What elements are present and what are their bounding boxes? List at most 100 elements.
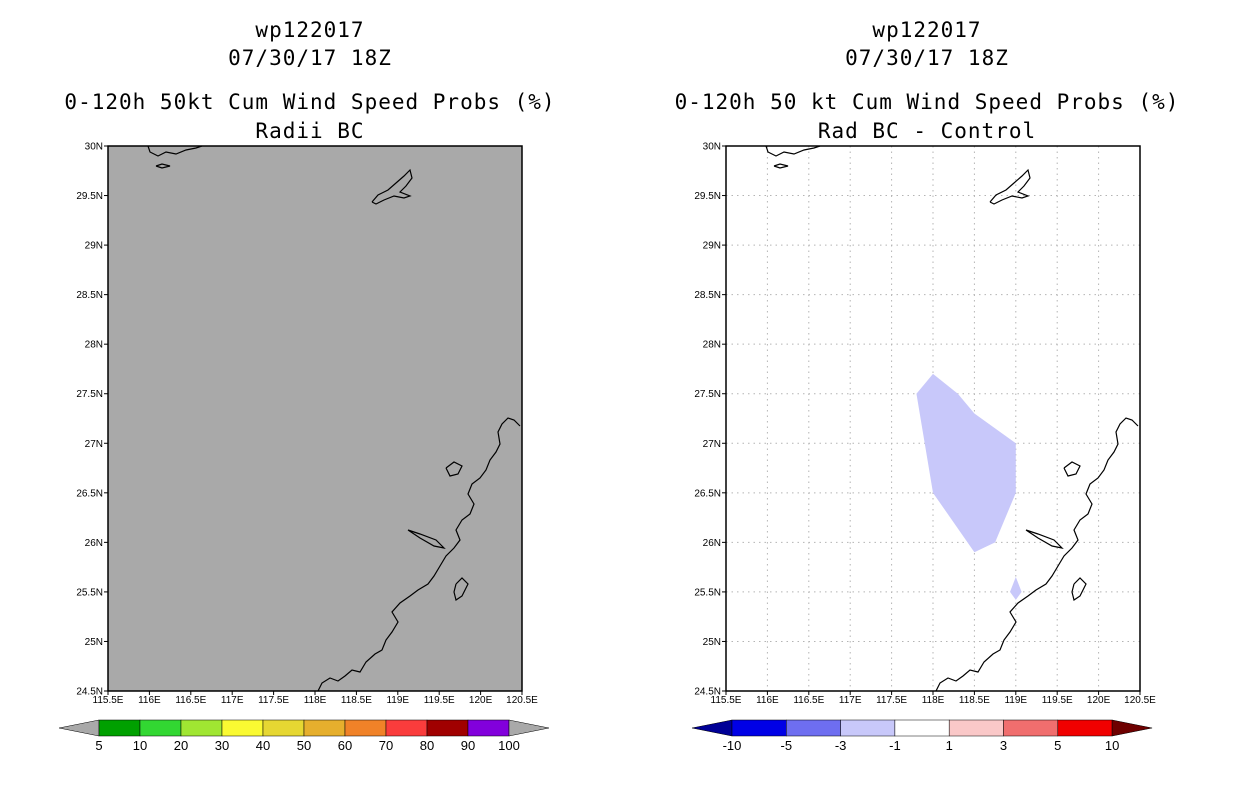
x-tick-label: 118.5E — [341, 695, 372, 706]
legend-label-10: 100 — [498, 738, 520, 753]
legend-label-6: 5 — [1054, 738, 1061, 753]
y-tick-label: 27N — [85, 439, 103, 450]
x-tick-label: 117.5E — [258, 695, 289, 706]
legend-swatch-3 — [894, 719, 950, 737]
coastline-island — [371, 168, 413, 205]
map-background — [108, 146, 522, 691]
y-tick-label: 28.5N — [76, 290, 103, 301]
legend-label-9: 90 — [461, 738, 475, 753]
legend-swatch-0 — [98, 719, 141, 737]
legend-swatch-1 — [786, 719, 841, 737]
coastline-main — [317, 417, 521, 692]
x-tick-label: 120E — [469, 695, 493, 706]
legend-label-2: 20 — [174, 738, 188, 753]
x-tick-label: 120.5E — [506, 695, 538, 706]
right-title-datetime: 07/30/17 18Z — [845, 46, 1009, 70]
y-tick-label: 27.5N — [694, 389, 721, 400]
y-tick-label: 28N — [85, 340, 103, 351]
legend-label-7: 70 — [379, 738, 393, 753]
legend-label-8: 80 — [420, 738, 434, 753]
legend-swatch-5 — [303, 719, 346, 737]
legend-end-arrow — [1111, 719, 1153, 737]
legend-swatch-4 — [262, 719, 305, 737]
x-tick-label: 115.5E — [93, 695, 124, 706]
y-tick-label: 26.5N — [694, 488, 721, 499]
coastline-islet — [773, 163, 789, 169]
y-tick-label: 26.5N — [76, 488, 103, 499]
y-tick-label: 27N — [703, 439, 721, 450]
right-map-chart: 115.5E 116E 116.5E 117E 117.5E 118E 118.5E 119E… — [694, 142, 1156, 707]
coastline-island-south — [453, 577, 469, 601]
legend-swatch-6 — [1057, 719, 1113, 737]
legend-swatch-5 — [1003, 719, 1059, 737]
y-tick-label: 28.5N — [694, 290, 721, 301]
y-tick-label: 25.5N — [76, 587, 103, 598]
left-map-chart: 115.5E 116E 116.5E 117E 117.5E 118E 118.5E 119E… — [76, 142, 538, 707]
legend-label-1: 10 — [133, 738, 147, 753]
y-tick-label: 25N — [85, 637, 103, 648]
coastline-bay — [407, 529, 446, 549]
legend-start-arrow — [58, 719, 100, 737]
left-title-datetime: 07/30/17 18Z — [228, 46, 392, 70]
x-tick-label: 117E — [221, 695, 244, 706]
left-title-subtitle: Radii BC — [255, 119, 365, 143]
x-tick-label: 117E — [839, 695, 862, 706]
y-tick-label: 26N — [703, 538, 721, 549]
x-tick-label: 119.5E — [424, 695, 455, 706]
contour-region-0 — [916, 373, 1016, 553]
coastline-island — [989, 168, 1031, 205]
left-title-storm-id: wp122017 — [255, 18, 365, 42]
x-tick-label: 116E — [138, 695, 161, 706]
left-colorbar-legend: 5 10 20 30 40 50 60 70 80 90 100 — [58, 719, 550, 753]
legend-swatch-0 — [731, 719, 787, 737]
y-tick-label: 26N — [85, 538, 103, 549]
x-tick-label: 118.5E — [959, 695, 990, 706]
right-colorbar-legend: -10 -5 -3 -1 1 3 5 10 — [691, 719, 1153, 753]
coastline-island-mid — [445, 461, 463, 477]
legend-label-6: 60 — [338, 738, 352, 753]
x-tick-label: 116.5E — [175, 695, 206, 706]
legend-swatch-2 — [840, 719, 896, 737]
right-title-product: 0-120h 50 kt Cum Wind Speed Probs (%) — [674, 90, 1180, 114]
y-tick-label: 29.5N — [694, 191, 721, 202]
x-tick-label: 116E — [756, 695, 779, 706]
x-tick-label: 118E — [304, 695, 327, 706]
right-title-storm-id: wp122017 — [872, 18, 982, 42]
legend-swatch-6 — [344, 719, 387, 737]
coastline-top — [147, 145, 203, 157]
legend-label-2: -3 — [835, 738, 847, 753]
coastline-main — [935, 417, 1139, 692]
legend-start-arrow — [691, 719, 733, 737]
left-title-product: 0-120h 50kt Cum Wind Speed Probs (%) — [64, 90, 556, 114]
y-tick-label: 30N — [703, 142, 721, 153]
x-tick-label: 120.5E — [1124, 695, 1156, 706]
x-tick-label: 116.5E — [793, 695, 824, 706]
coastline-bay — [1025, 529, 1064, 549]
legend-label-4: 1 — [946, 738, 953, 753]
y-tick-label: 29.5N — [76, 191, 103, 202]
y-tick-label: 24.5N — [76, 687, 103, 698]
legend-swatch-3 — [221, 719, 264, 737]
legend-label-4: 40 — [256, 738, 270, 753]
coastline-island-south — [1071, 577, 1087, 601]
x-tick-label: 120E — [1087, 695, 1111, 706]
legend-label-0: 5 — [95, 738, 102, 753]
y-tick-label: 28N — [703, 340, 721, 351]
y-tick-label: 30N — [85, 142, 103, 153]
x-tick-label: 119E — [1004, 695, 1027, 706]
legend-label-5: 3 — [1000, 738, 1007, 753]
legend-label-3: 30 — [215, 738, 229, 753]
y-tick-label: 25.5N — [694, 587, 721, 598]
x-tick-label: 119E — [386, 695, 409, 706]
coastline-top — [765, 145, 821, 157]
x-tick-label: 117.5E — [876, 695, 907, 706]
legend-swatch-9 — [467, 719, 510, 737]
y-tick-label: 24.5N — [694, 687, 721, 698]
legend-swatch-4 — [948, 719, 1004, 737]
legend-label-7: 10 — [1105, 738, 1119, 753]
legend-label-0: -10 — [723, 738, 742, 753]
coastline-islet — [155, 163, 171, 169]
legend-swatch-8 — [426, 719, 469, 737]
y-tick-label: 25N — [703, 637, 721, 648]
y-tick-label: 27.5N — [76, 389, 103, 400]
